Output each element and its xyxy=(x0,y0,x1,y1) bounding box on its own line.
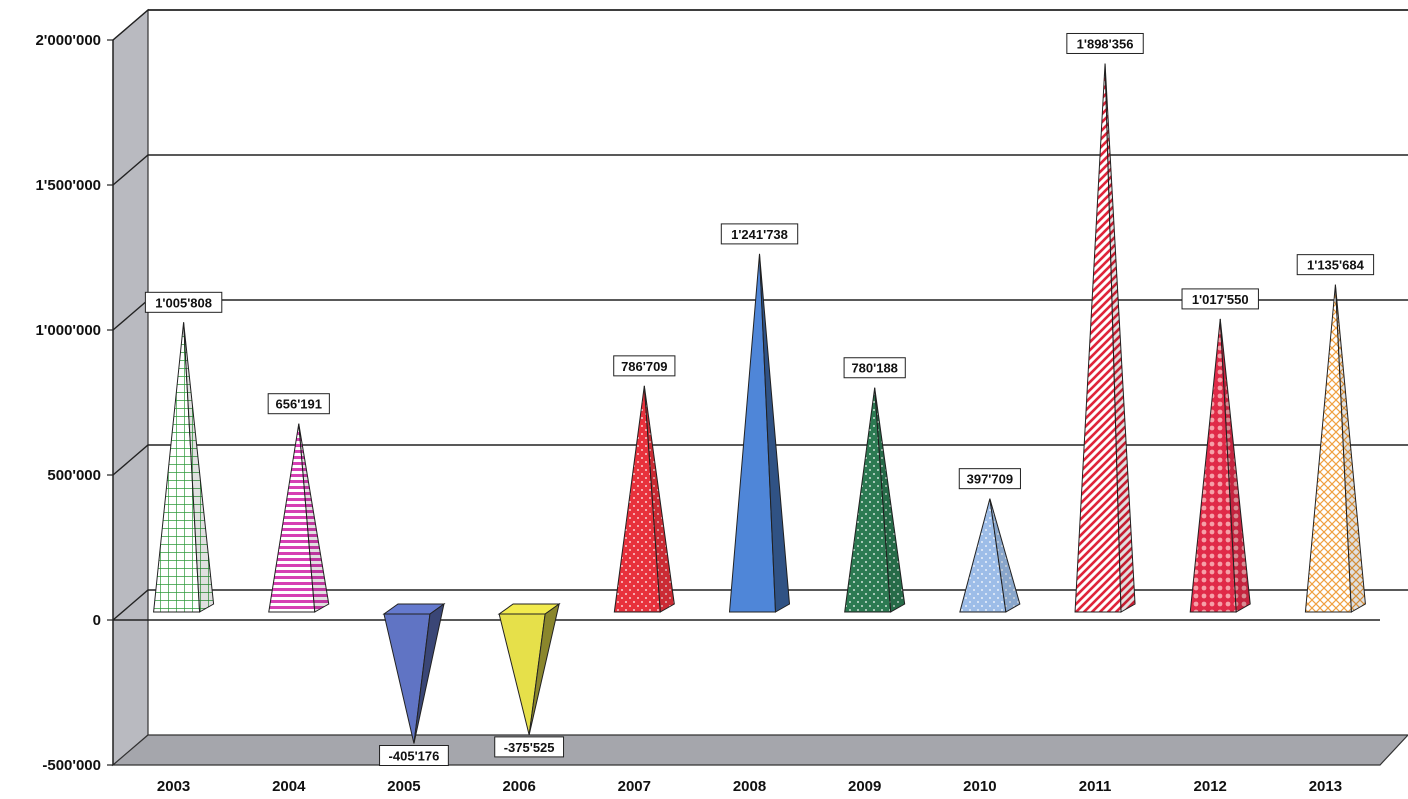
pyramid-side-shade xyxy=(989,498,1020,612)
x-tick-label: 2010 xyxy=(963,778,996,795)
pyramid-side-shade xyxy=(1220,318,1251,612)
pyramid-side-shade xyxy=(644,385,675,612)
data-label-box xyxy=(1066,32,1144,54)
data-label-box xyxy=(144,291,223,313)
x-tick-label: 2004 xyxy=(272,778,306,795)
x-axis-ticks: 2003 2004 2005 2006 2007 2008 2009 2010 2011 2012… xyxy=(157,778,1342,795)
y-tick-label: 1'500'000 xyxy=(35,177,101,194)
pyramid-side-face xyxy=(759,253,791,613)
y-tick-label: 500'000 xyxy=(47,467,101,484)
data-label-box xyxy=(494,736,565,758)
data-label-text: 1'135'684 xyxy=(1307,258,1365,273)
data-label-text: 1'005'808 xyxy=(155,295,212,310)
pyramid-bar xyxy=(497,602,561,736)
gridline xyxy=(112,154,1408,186)
x-tick-label: 2009 xyxy=(848,778,881,795)
x-tick-label: 2011 xyxy=(1079,778,1112,795)
pyramid-bar xyxy=(844,387,906,613)
data-label-box xyxy=(843,357,906,379)
data-label-box xyxy=(720,223,799,245)
data-label-text: -405'176 xyxy=(389,749,440,764)
y-tick-label: 1'000'000 xyxy=(35,322,101,339)
y-axis-ticks: -500'000 0 500'000 1'000'000 1'500'000 2'000'… xyxy=(35,32,113,774)
x-tick-label: 2012 xyxy=(1194,778,1227,795)
side-wall xyxy=(112,8,149,767)
x-tick-label: 2005 xyxy=(387,778,420,795)
data-label: -405'176 xyxy=(379,745,449,767)
data-label: 1'241'738 xyxy=(720,223,799,245)
data-label: 1'005'808 xyxy=(144,291,223,313)
gridline xyxy=(112,444,1408,476)
gridline xyxy=(112,9,1408,41)
pyramid-bar xyxy=(1189,318,1251,613)
pyramid-side-face xyxy=(1219,318,1251,613)
pyramid-side-face xyxy=(413,602,445,744)
pyramid-side-shade xyxy=(183,322,214,612)
data-label: 1'898'356 xyxy=(1066,32,1144,54)
pyramid-side-face xyxy=(298,423,330,613)
pyramid-side-face xyxy=(528,602,560,736)
data-label: -375'525 xyxy=(494,736,565,758)
data-label-box xyxy=(958,468,1021,490)
data-labels: 1'005'808 656'191 -405'176 -375'525 786'709 1… xyxy=(144,32,1375,767)
data-label-text: 786'709 xyxy=(621,359,667,374)
pyramid-side-shade xyxy=(298,423,329,612)
data-label-box xyxy=(613,355,676,377)
data-label: 786'709 xyxy=(613,355,676,377)
x-tick-label: 2007 xyxy=(618,778,651,795)
data-label: 1'017'550 xyxy=(1181,288,1259,310)
pyramid-side-shade xyxy=(874,387,905,612)
pyramid-side-face xyxy=(183,322,215,613)
x-tick-label: 2013 xyxy=(1309,778,1342,795)
data-label-box xyxy=(1181,288,1259,310)
x-tick-label: 2006 xyxy=(502,778,535,795)
y-tick-label: -500'000 xyxy=(42,757,101,774)
pyramid-side-face xyxy=(643,385,675,613)
x-tick-label: 2008 xyxy=(733,778,766,795)
pyramid-bar xyxy=(1304,284,1366,613)
data-label-text: 780'188 xyxy=(851,361,897,376)
pyramid-side-shade xyxy=(759,253,790,612)
data-label-box xyxy=(379,745,449,767)
data-label-text: 397'709 xyxy=(967,472,1013,487)
pyramid-bar xyxy=(1074,63,1136,613)
pyramid-side-face xyxy=(989,498,1021,613)
data-label-box xyxy=(267,393,330,415)
data-label-text: 1'898'356 xyxy=(1077,36,1134,51)
pyramid-bar xyxy=(728,253,791,613)
y-tick-label: 0 xyxy=(93,612,101,629)
pyramid-bar xyxy=(153,322,215,613)
pyramid-bar xyxy=(613,385,675,613)
floor xyxy=(111,734,1408,766)
pyramid-side-face xyxy=(1334,284,1366,613)
data-label: 780'188 xyxy=(843,357,906,379)
y-tick-label: 2'000'000 xyxy=(35,32,101,49)
pyramid-side-shade xyxy=(1335,284,1366,612)
pyramid-side-shade xyxy=(1105,63,1136,613)
data-label: 1'135'684 xyxy=(1296,254,1375,276)
data-label-text: 656'191 xyxy=(276,397,322,412)
data-label-text: -375'525 xyxy=(504,740,555,755)
data-label: 397'709 xyxy=(958,468,1021,490)
pyramid-bar xyxy=(268,423,330,613)
pyramid-side-face xyxy=(1104,63,1136,613)
pyramid-bar xyxy=(959,498,1021,613)
x-tick-label: 2003 xyxy=(157,778,190,795)
data-label-box xyxy=(1296,254,1375,276)
pyramid-bars xyxy=(153,63,1366,744)
data-label: 656'191 xyxy=(267,393,330,415)
data-label-text: 1'241'738 xyxy=(731,227,788,242)
pyramid-side-face xyxy=(874,387,906,613)
gridlines xyxy=(112,9,1408,621)
data-label-text: 1'017'550 xyxy=(1192,292,1249,307)
pyramid-bar xyxy=(382,602,446,744)
